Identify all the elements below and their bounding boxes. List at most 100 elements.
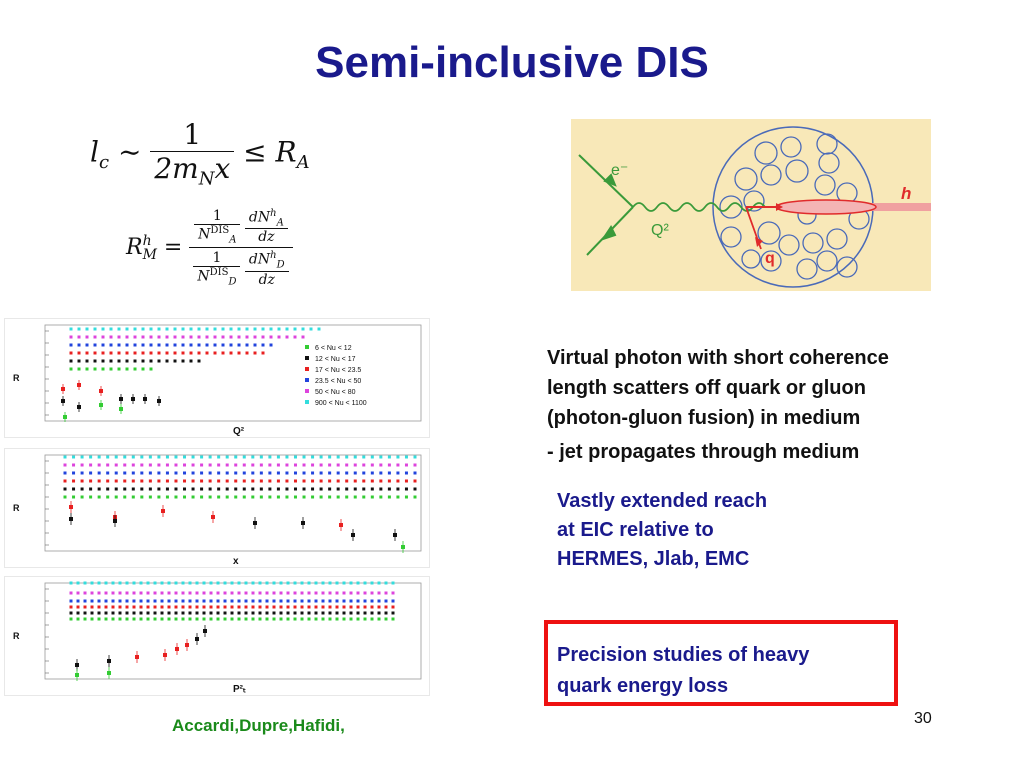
plot-point <box>109 335 113 339</box>
plot-point <box>61 387 65 391</box>
plot-point <box>125 351 129 355</box>
eq-dna: dNhA <box>244 208 288 230</box>
plot-point <box>160 581 164 585</box>
plot-y-label: R <box>13 631 20 641</box>
plot-point <box>391 605 395 609</box>
eq-sub-d: D <box>228 276 237 288</box>
plot-point <box>384 599 388 603</box>
plot-point <box>106 487 110 491</box>
plot-point <box>251 487 255 491</box>
plot-point <box>307 605 311 609</box>
plot-point <box>286 617 290 621</box>
plot-point <box>89 479 93 483</box>
plot-point <box>265 591 269 595</box>
plot-point <box>132 581 136 585</box>
plot-point <box>101 343 105 347</box>
eq-dz-d: dz <box>258 271 275 288</box>
plot-point <box>69 599 73 603</box>
eq-dis-d: DIS <box>209 267 229 279</box>
plot-point <box>245 335 249 339</box>
plot-point <box>153 599 157 603</box>
plot-point <box>245 351 249 355</box>
plot-point <box>97 487 101 491</box>
plot-point <box>293 591 297 595</box>
plot-point <box>195 599 199 603</box>
plot-point <box>153 617 157 621</box>
eq-dn-d: dN <box>248 252 271 269</box>
plot-point <box>272 591 276 595</box>
plot-point <box>276 479 280 483</box>
eq-rhs-sub: A <box>296 151 310 173</box>
plot-point <box>216 605 220 609</box>
plot-point <box>208 495 212 499</box>
plot-point <box>90 617 94 621</box>
plot-point <box>197 351 201 355</box>
plot-point <box>157 351 161 355</box>
reach-line-3: HERMES, Jlab, EMC <box>557 548 750 570</box>
precision-line-2: quark energy loss <box>557 675 729 697</box>
plot-point <box>211 515 215 519</box>
plot-point <box>272 599 276 603</box>
plot-point <box>157 495 161 499</box>
eq-n-d: N <box>197 269 210 286</box>
plot-point <box>336 495 340 499</box>
plot-point <box>251 605 255 609</box>
plot-point <box>234 471 238 475</box>
plot-point <box>230 617 234 621</box>
plot-point <box>104 599 108 603</box>
plot-point <box>328 605 332 609</box>
plot-point <box>311 471 315 475</box>
plot-point <box>133 367 137 371</box>
plot-point <box>93 367 97 371</box>
plot-point <box>135 655 139 659</box>
plot-point <box>77 383 81 387</box>
plot-point <box>379 471 383 475</box>
plot-point <box>268 471 272 475</box>
plot-point <box>251 617 255 621</box>
plot-point <box>339 523 343 527</box>
plot-point <box>97 463 101 467</box>
plot-point <box>293 495 297 499</box>
eq-dis-a: DIS <box>210 225 230 236</box>
plot-point <box>362 479 366 483</box>
plot-point <box>181 611 185 615</box>
eq-denominator: 2mNx <box>150 152 234 190</box>
plot-point <box>272 611 276 615</box>
plot-point <box>209 611 213 615</box>
eq-rm-sup: h <box>142 232 152 249</box>
plot-point <box>195 581 199 585</box>
plot-point <box>77 359 81 363</box>
plot-point <box>285 495 289 499</box>
plot-point <box>109 367 113 371</box>
plot-point <box>80 487 84 491</box>
plot-point <box>140 463 144 467</box>
plot-point <box>404 455 408 459</box>
plot-point <box>229 351 233 355</box>
plot-point <box>117 327 121 331</box>
plot-point <box>342 611 346 615</box>
plot-point <box>93 351 97 355</box>
plot-point <box>131 495 135 499</box>
plot-point <box>153 611 157 615</box>
plot-point <box>336 479 340 483</box>
plot-point <box>107 671 111 675</box>
plot-point <box>118 605 122 609</box>
plot-point <box>321 611 325 615</box>
plot-point <box>167 581 171 585</box>
plot-point <box>167 605 171 609</box>
reach-line-2: at EIC relative to <box>557 519 714 541</box>
plot-point <box>391 617 395 621</box>
plot-point <box>311 463 315 467</box>
plot-point <box>133 359 137 363</box>
plot-point <box>314 605 318 609</box>
plot-point <box>197 359 201 363</box>
plot-point <box>268 479 272 483</box>
plot-point <box>157 335 161 339</box>
plot-point <box>363 617 367 621</box>
plot-point <box>114 487 118 491</box>
plot-point <box>353 479 357 483</box>
plot-point <box>76 581 80 585</box>
plot-point <box>259 479 263 483</box>
plot-point <box>391 591 395 595</box>
plot-point <box>272 617 276 621</box>
